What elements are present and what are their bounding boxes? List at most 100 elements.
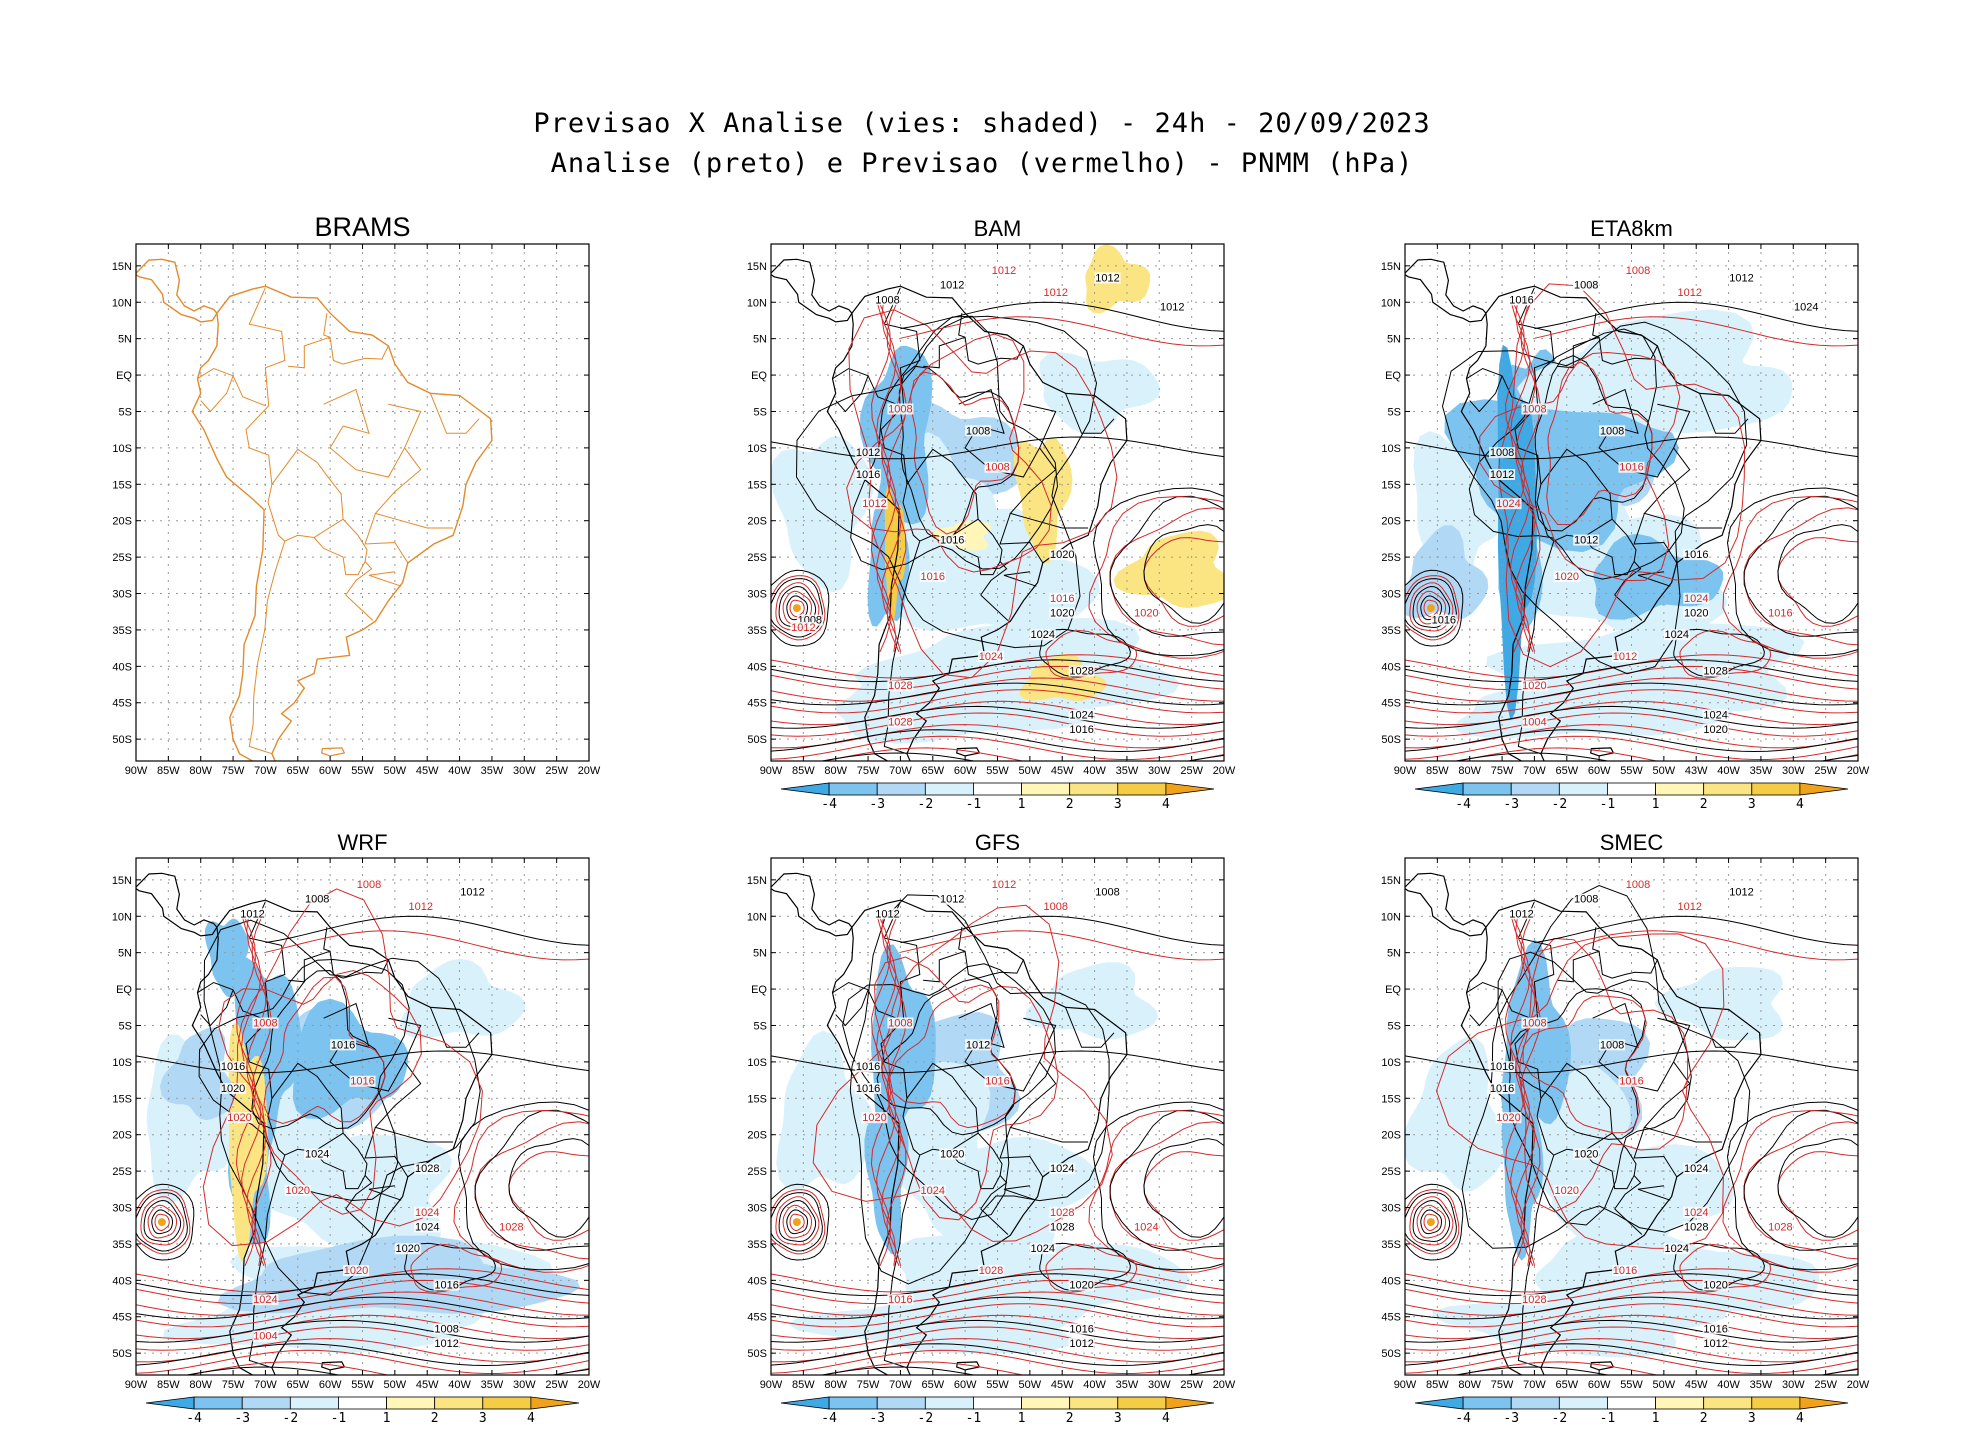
x-tick-label: 30W bbox=[1148, 1379, 1171, 1391]
x-tick-label: 30W bbox=[1782, 765, 1805, 777]
isobar-label-analysis: 1024 bbox=[1703, 709, 1727, 721]
colorbar-label: -1 bbox=[966, 1411, 982, 1426]
isobar-label-forecast: 1016 bbox=[350, 1076, 374, 1088]
x-tick-label: 50W bbox=[1653, 1379, 1676, 1391]
x-tick-label: 80W bbox=[189, 765, 212, 777]
isobar-label-analysis: 1016 bbox=[1684, 549, 1708, 561]
isobar-label-forecast: 1024 bbox=[921, 1185, 945, 1197]
colorbar-label: -1 bbox=[1600, 797, 1616, 812]
isobar-label-forecast: 1016 bbox=[1613, 1265, 1637, 1277]
isobar-label-analysis: 1008 bbox=[1095, 886, 1119, 898]
isobar-label-analysis: 1012 bbox=[1095, 272, 1119, 284]
isobar-label-forecast: 1008 bbox=[985, 462, 1009, 474]
isobar-label-analysis: 1008 bbox=[305, 894, 329, 906]
y-tick-label: 30S bbox=[112, 589, 132, 601]
isobar-label-analysis: 1024 bbox=[1031, 629, 1055, 641]
isobar-label-forecast: 1020 bbox=[1555, 1185, 1579, 1197]
y-tick-label: 15S bbox=[112, 479, 132, 491]
isobar-label-analysis: 1024 bbox=[1031, 1243, 1055, 1255]
colorbar-label: -2 bbox=[1552, 1411, 1568, 1426]
y-tick-label: 45S bbox=[747, 1312, 767, 1324]
isobar-label-analysis: 1016 bbox=[1490, 1083, 1514, 1095]
y-tick-label: 10S bbox=[1381, 1057, 1401, 1069]
isobar-label-forecast: 1020 bbox=[227, 1112, 251, 1124]
x-tick-label: 85W bbox=[157, 765, 180, 777]
isobar-label-analysis: 1012 bbox=[940, 280, 964, 292]
isobar-label-analysis: 1016 bbox=[434, 1280, 458, 1292]
coastline bbox=[191, 285, 493, 761]
y-tick-label: 25S bbox=[1381, 1166, 1401, 1178]
isobar-label-forecast: 1020 bbox=[1555, 571, 1579, 583]
x-tick-label: 55W bbox=[1620, 1379, 1643, 1391]
colorbar-label: 1 bbox=[1652, 797, 1660, 812]
x-tick-label: 65W bbox=[1555, 1379, 1578, 1391]
x-tick-label: 80W bbox=[1458, 1379, 1481, 1391]
y-tick-label: 5S bbox=[1388, 406, 1401, 418]
colorbar-label: -1 bbox=[1600, 1411, 1616, 1426]
x-tick-label: 40W bbox=[448, 765, 471, 777]
x-tick-label: 45W bbox=[416, 1379, 439, 1391]
x-tick-label: 20W bbox=[578, 765, 601, 777]
panel-title: ETA8km bbox=[1590, 216, 1673, 241]
isobar-label-forecast: 1028 bbox=[1050, 1207, 1074, 1219]
isobar-label-analysis: 1008 bbox=[875, 294, 899, 306]
y-tick-label: 35S bbox=[112, 625, 132, 637]
x-tick-label: 75W bbox=[1491, 1379, 1514, 1391]
x-tick-label: 85W bbox=[792, 765, 815, 777]
isobar-label-forecast: 1012 bbox=[1678, 287, 1702, 299]
isobar-label-analysis: 1020 bbox=[1703, 724, 1727, 736]
isobar-label-forecast: 1012 bbox=[1044, 287, 1068, 299]
x-tick-label: 85W bbox=[157, 1379, 180, 1391]
isobar-label-analysis: 1024 bbox=[1665, 629, 1689, 641]
isobar-label-analysis: 1016 bbox=[856, 1061, 880, 1073]
y-tick-label: 45S bbox=[1381, 1312, 1401, 1324]
isobar-label-forecast: 1004 bbox=[253, 1331, 277, 1343]
y-tick-label: 50S bbox=[112, 1348, 132, 1360]
isobar-label-analysis: 1016 bbox=[1432, 615, 1456, 627]
y-tick-label: 40S bbox=[112, 1275, 132, 1287]
colorbar-label: 2 bbox=[1700, 797, 1708, 812]
isobar-label-forecast: 1008 bbox=[1044, 901, 1068, 913]
x-tick-label: 70W bbox=[1523, 765, 1546, 777]
y-tick-label: 40S bbox=[1381, 661, 1401, 673]
y-tick-label: 40S bbox=[1381, 1275, 1401, 1287]
y-tick-label: 15N bbox=[112, 875, 132, 887]
isobar-label-analysis: 1016 bbox=[1069, 1323, 1093, 1335]
isobar-label-analysis: 1008 bbox=[1600, 1039, 1624, 1051]
isobar-label-analysis: 1012 bbox=[875, 908, 899, 920]
y-tick-label: 10N bbox=[1381, 297, 1401, 309]
y-tick-label: 40S bbox=[747, 1275, 767, 1287]
panel-gfs: GFS 1012 1012 1008 1012 1016 1016 1020 1024 1028 1… bbox=[747, 830, 1236, 1426]
x-tick-label: 80W bbox=[189, 1379, 212, 1391]
x-tick-label: 25W bbox=[1180, 765, 1203, 777]
isobar-label-forecast: 1024 bbox=[1134, 1221, 1158, 1233]
y-tick-label: 50S bbox=[112, 734, 132, 746]
isobar-label-forecast: 1004 bbox=[1522, 717, 1546, 729]
x-tick-label: 25W bbox=[1180, 1379, 1203, 1391]
colorbar-label: 2 bbox=[1700, 1411, 1708, 1426]
isobar-label-forecast: 1020 bbox=[1134, 607, 1158, 619]
x-tick-label: 25W bbox=[545, 765, 568, 777]
y-tick-label: 15S bbox=[1381, 479, 1401, 491]
y-tick-label: 45S bbox=[1381, 698, 1401, 710]
x-tick-label: 90W bbox=[125, 765, 148, 777]
isobar-label-analysis: 1008 bbox=[1490, 447, 1514, 459]
y-tick-label: 5S bbox=[754, 406, 767, 418]
isobar-label-analysis: 1008 bbox=[1574, 894, 1598, 906]
panel-brams: BRAMS 15N 10N 5N EQ 5S 10S 15S 20S 25S 30S 35S 40S 45… bbox=[112, 212, 601, 777]
isobar-label-forecast: 1024 bbox=[1496, 498, 1520, 510]
y-tick-label: 10N bbox=[112, 297, 132, 309]
isobar-label-forecast: 1012 bbox=[409, 901, 433, 913]
x-tick-label: 35W bbox=[481, 765, 504, 777]
x-tick-label: 85W bbox=[792, 1379, 815, 1391]
y-tick-label: 40S bbox=[747, 661, 767, 673]
isobar-label-forecast: 1028 bbox=[1768, 1221, 1792, 1233]
isobar-label-analysis: 1012 bbox=[940, 894, 964, 906]
x-tick-label: 30W bbox=[1782, 1379, 1805, 1391]
x-tick-label: 20W bbox=[1847, 765, 1870, 777]
colorbar-label: 2 bbox=[431, 1411, 439, 1426]
isobar-label-forecast: 1020 bbox=[1522, 680, 1546, 692]
y-tick-label: 5N bbox=[1387, 334, 1401, 346]
isobar-label-analysis: 1028 bbox=[1703, 666, 1727, 678]
x-tick-label: 70W bbox=[1523, 1379, 1546, 1391]
